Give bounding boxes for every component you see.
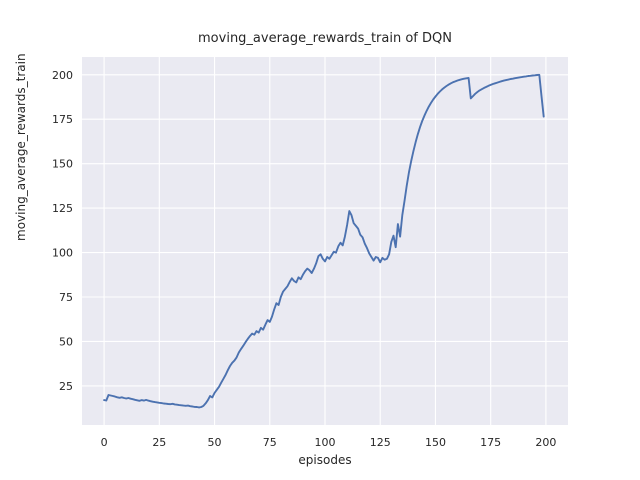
x-tick-label: 50 — [208, 436, 222, 449]
y-tick-label: 75 — [59, 291, 73, 304]
line-series-dqn — [103, 73, 545, 409]
y-tick-label: 150 — [52, 158, 73, 171]
x-tick-label: 175 — [480, 436, 501, 449]
x-tick-label: 100 — [315, 436, 336, 449]
y-tick-label: 100 — [52, 247, 73, 260]
x-tick-label: 150 — [425, 436, 446, 449]
y-tick-label: 200 — [52, 69, 73, 82]
y-tick-label: 125 — [52, 202, 73, 215]
y-tick-label: 25 — [59, 380, 73, 393]
x-tick-label: 75 — [263, 436, 277, 449]
x-axis-label: episodes — [298, 453, 352, 467]
y-tick-label: 50 — [59, 335, 73, 348]
x-tick-label: 25 — [152, 436, 166, 449]
x-tick-label: 200 — [535, 436, 556, 449]
y-tick-label: 175 — [52, 113, 73, 126]
x-tick-label: 125 — [370, 436, 391, 449]
chart-title: moving_average_rewards_train of DQN — [198, 31, 452, 46]
x-tick-label: 0 — [101, 436, 108, 449]
